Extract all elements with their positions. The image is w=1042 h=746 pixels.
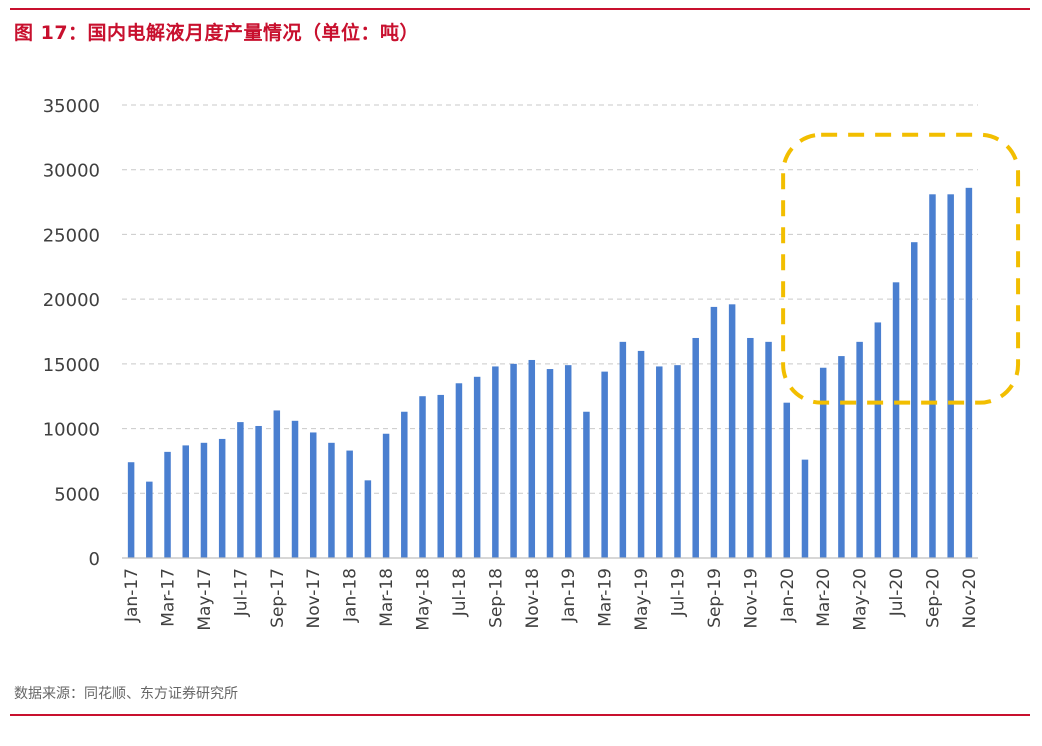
bar-nov-20	[965, 187, 973, 558]
x-tick-label: Sep-18	[486, 568, 506, 628]
bar-mar-18	[382, 433, 390, 558]
top-rule	[10, 8, 1030, 10]
bar-dec-18	[546, 369, 554, 558]
x-tick-label: Nov-19	[741, 568, 761, 629]
bar-nov-17	[309, 432, 317, 558]
x-tick-label: May-17	[195, 568, 215, 631]
bar-nov-18	[528, 359, 536, 558]
bar-oct-19	[728, 304, 736, 558]
bar-jun-17	[218, 438, 226, 558]
bar-aug-20	[911, 242, 918, 559]
figure-title: 图 17：国内电解液月度产量情况（单位：吨）	[14, 22, 420, 44]
bar-jan-19	[564, 365, 572, 558]
bar-aug-18	[473, 376, 481, 558]
bar-jul-18	[455, 383, 463, 558]
bar-oct-18	[510, 363, 517, 558]
bar-jun-19	[656, 366, 663, 558]
x-tick-label: May-20	[851, 568, 871, 631]
bars	[127, 187, 973, 559]
x-tick-label: Sep-20	[923, 568, 943, 628]
bar-oct-20	[947, 194, 954, 558]
bar-feb-19	[583, 411, 590, 558]
bar-apr-20	[838, 356, 845, 558]
x-tick-label: Mar-18	[377, 568, 397, 627]
bar-jun-20	[874, 322, 882, 558]
x-tick-label: Nov-18	[523, 568, 543, 629]
highlight-box	[781, 132, 1021, 405]
bar-sep-17	[273, 410, 281, 558]
x-tick-label: Jul-20	[887, 568, 907, 617]
x-tick-label: Nov-20	[960, 568, 980, 629]
y-tick-label: 35000	[43, 96, 100, 117]
x-tick-label: Sep-19	[705, 568, 725, 628]
y-axis: 0 5000 10000 15000 20000 25000 30000 35000	[43, 96, 100, 570]
x-tick-label: Mar-19	[596, 568, 616, 627]
bar-sep-18	[492, 366, 499, 558]
x-tick-label: Mar-17	[159, 568, 179, 627]
x-tick-label: Mar-20	[814, 568, 834, 627]
bar-apr-18	[401, 411, 408, 558]
y-tick-label: 10000	[43, 420, 100, 441]
bar-aug-19	[692, 337, 699, 558]
bar-may-19	[637, 350, 645, 558]
x-tick-label: Jul-18	[450, 568, 470, 617]
y-tick-label: 20000	[43, 290, 100, 311]
bar-apr-19	[619, 341, 627, 558]
y-tick-label: 15000	[43, 355, 100, 376]
bar-sep-20	[929, 194, 936, 558]
bar-aug-17	[255, 425, 262, 558]
y-tick-label: 0	[89, 549, 100, 570]
bar-sep-19	[710, 306, 718, 558]
bottom-rule	[10, 714, 1030, 716]
bar-dec-19	[765, 341, 772, 558]
x-tick-label: Jan-18	[341, 568, 361, 623]
bar-mar-19	[601, 371, 608, 558]
x-tick-label: Jul-17	[231, 568, 251, 617]
bar-may-20	[856, 341, 863, 558]
bar-jan-18	[346, 450, 353, 558]
bar-nov-19	[747, 337, 754, 558]
bar-jan-17	[127, 462, 135, 558]
bar-jul-19	[674, 365, 681, 558]
bar-jun-18	[437, 394, 444, 558]
y-tick-label: 30000	[43, 161, 100, 182]
x-axis: Jan-17 Mar-17 May-17 Jul-17 Sep-17 Nov-17 Jan-…	[122, 557, 980, 631]
bar-dec-17	[328, 442, 335, 558]
bar-may-18	[419, 396, 426, 558]
x-tick-label: Jan-17	[122, 568, 142, 623]
x-tick-label: Sep-17	[268, 568, 288, 628]
bar-feb-17	[146, 481, 153, 558]
bar-feb-18	[364, 480, 372, 558]
bar-may-17	[200, 442, 208, 558]
y-tick-label: 25000	[43, 225, 100, 246]
source-note: 数据来源：同花顺、东方证券研究所	[14, 686, 238, 702]
highlight-dashed-box	[781, 132, 1021, 405]
y-tick-label: 5000	[54, 484, 100, 505]
bar-mar-17	[164, 451, 171, 558]
x-tick-label: Jan-19	[559, 568, 579, 623]
x-tick-label: Jan-20	[778, 568, 798, 623]
x-tick-label: Jul-19	[668, 568, 688, 617]
x-tick-label: May-18	[414, 568, 434, 631]
bar-feb-20	[801, 459, 809, 558]
bar-jul-17	[237, 422, 244, 558]
bar-jan-20	[783, 402, 791, 558]
bar-apr-17	[182, 445, 189, 558]
bar-mar-20	[819, 367, 827, 558]
x-tick-label: Nov-17	[304, 568, 324, 629]
x-tick-label: May-19	[632, 568, 652, 631]
bar-jul-20	[892, 282, 900, 558]
bar-oct-17	[291, 420, 299, 558]
